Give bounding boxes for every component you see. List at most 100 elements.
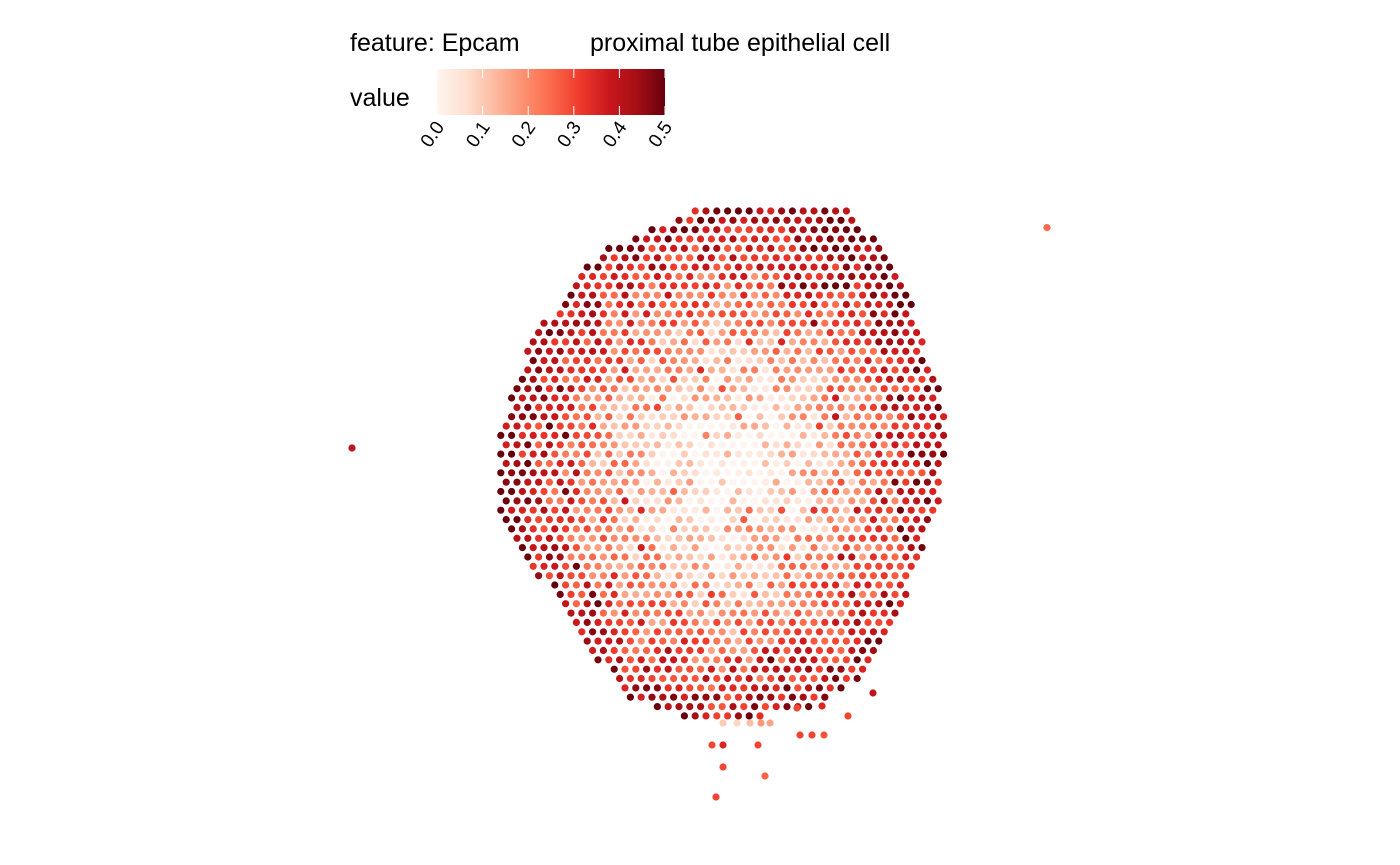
spot [610, 516, 618, 524]
spot [664, 272, 672, 281]
spot [729, 291, 737, 299]
spot [610, 646, 618, 655]
spot [745, 319, 753, 327]
spot [799, 450, 807, 458]
spot [729, 553, 737, 561]
spot [594, 544, 602, 552]
spot [740, 703, 748, 711]
spot [913, 497, 921, 505]
spot [664, 572, 672, 580]
spot [637, 674, 645, 683]
spot [572, 413, 581, 421]
spot [670, 450, 678, 458]
spot [610, 310, 618, 318]
spot [664, 703, 672, 711]
spot [562, 394, 570, 402]
spot [578, 516, 586, 524]
spot [567, 459, 575, 468]
spot [859, 403, 867, 411]
spot [810, 674, 818, 683]
spot [907, 394, 915, 402]
spot [524, 347, 532, 355]
spot [810, 207, 818, 215]
spot [616, 525, 624, 533]
spot [583, 544, 591, 552]
spot [799, 469, 807, 477]
spot [923, 366, 932, 374]
spot [686, 553, 694, 561]
spot [832, 413, 840, 421]
spot [599, 254, 608, 262]
spot [718, 403, 726, 411]
spot [740, 572, 748, 580]
spot [848, 310, 856, 318]
spot [664, 422, 672, 430]
spot [745, 506, 753, 514]
spot [680, 244, 689, 252]
spot [718, 254, 726, 262]
spot [848, 497, 856, 505]
spot [907, 375, 915, 383]
spot [583, 300, 591, 309]
spot [691, 656, 699, 664]
spot [686, 534, 694, 542]
spot [869, 254, 878, 262]
spot [712, 793, 720, 801]
spot [702, 487, 710, 496]
spot [643, 385, 651, 393]
spot [567, 310, 575, 318]
spot [761, 329, 770, 337]
spot [815, 403, 824, 411]
spot [626, 525, 635, 533]
spot [626, 319, 635, 327]
spot [718, 534, 726, 542]
spot [799, 282, 807, 290]
spot [664, 254, 672, 262]
spot [772, 403, 780, 411]
spot [907, 300, 915, 309]
spot [648, 431, 656, 439]
spot [697, 403, 705, 411]
spot [572, 562, 581, 570]
spot [583, 487, 591, 496]
spot [837, 646, 845, 655]
spot [545, 385, 554, 393]
spot [583, 375, 591, 383]
spot [664, 609, 672, 617]
spot [616, 375, 624, 383]
spot [686, 459, 694, 468]
spot [756, 375, 764, 383]
spot [707, 665, 716, 673]
spot [610, 534, 618, 542]
spot [853, 244, 861, 252]
spot [772, 235, 780, 243]
spot [567, 441, 575, 449]
spot [502, 422, 510, 430]
spot [940, 431, 948, 439]
spot [713, 244, 721, 252]
spot [659, 525, 667, 533]
spot [761, 590, 770, 599]
spot [810, 413, 818, 421]
spot [713, 600, 721, 608]
spot [848, 459, 856, 468]
spot [761, 310, 770, 318]
spot [556, 422, 564, 430]
spot [929, 394, 937, 402]
spot [697, 291, 705, 299]
spot [713, 394, 721, 402]
spot [886, 375, 894, 383]
spot [713, 263, 721, 271]
spot [718, 628, 726, 636]
spot [864, 338, 872, 346]
spot [518, 375, 527, 383]
spot [848, 534, 856, 542]
spot [632, 310, 640, 318]
spot [783, 329, 791, 337]
spot [724, 600, 732, 608]
spot [653, 628, 662, 636]
spot [859, 254, 867, 262]
spot [788, 450, 797, 458]
spot [707, 703, 716, 711]
spot [740, 347, 748, 355]
